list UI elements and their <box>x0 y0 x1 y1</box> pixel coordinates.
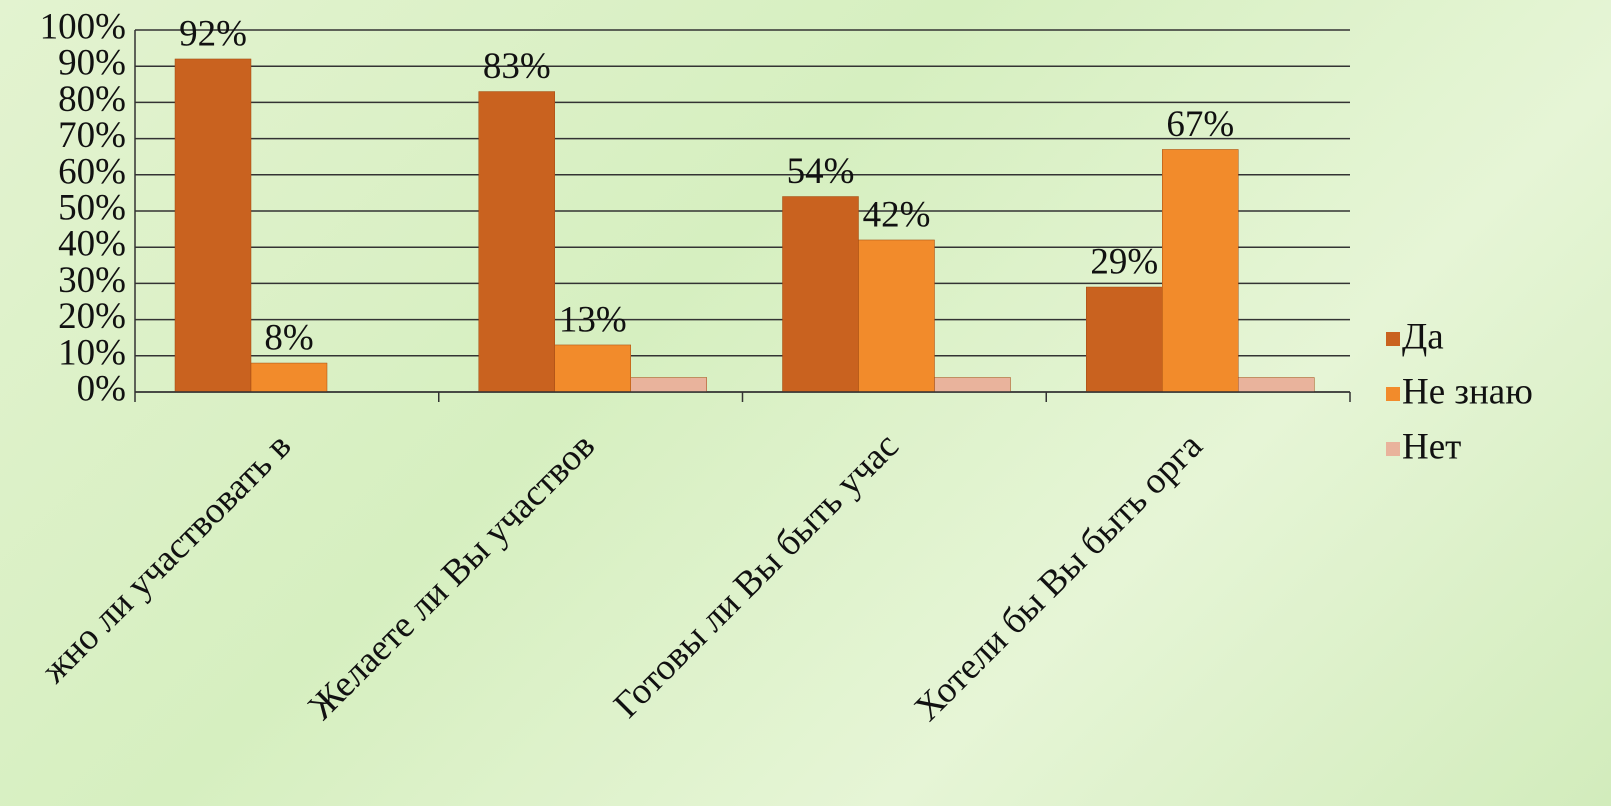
data-label: 92% <box>179 13 247 54</box>
data-label: 42% <box>863 194 931 235</box>
legend-label: Не знаю <box>1402 371 1533 412</box>
legend-swatch <box>1386 442 1400 456</box>
y-tick-label: 70% <box>58 115 126 156</box>
y-tick-label: 10% <box>58 332 126 373</box>
y-tick-label: 0% <box>77 368 126 409</box>
y-tick-label: 50% <box>58 187 126 228</box>
bar <box>554 344 631 393</box>
legend-swatch <box>1386 332 1400 346</box>
bar <box>934 377 1011 393</box>
y-tick-label: 30% <box>58 260 126 301</box>
bar <box>858 239 935 393</box>
y-tick-label: 80% <box>58 79 126 120</box>
bar <box>1086 286 1163 393</box>
bar <box>250 362 328 393</box>
legend-label: Нет <box>1402 426 1461 467</box>
legend-swatch <box>1386 387 1400 401</box>
legend-label: Да <box>1402 316 1444 357</box>
data-label: 29% <box>1090 242 1158 283</box>
bar <box>174 58 252 393</box>
data-label: 83% <box>483 46 551 87</box>
y-tick-label: 90% <box>58 43 126 84</box>
bar <box>1238 377 1315 393</box>
y-tick-label: 40% <box>58 224 126 265</box>
data-label: 54% <box>787 151 855 192</box>
x-tick-label: жно ли участвовать в <box>33 425 299 691</box>
data-label: 67% <box>1166 104 1234 145</box>
bar <box>1162 149 1239 393</box>
y-tick-label: 60% <box>58 151 126 192</box>
bar <box>782 196 859 393</box>
data-label: 13% <box>559 299 627 340</box>
y-tick-label: 20% <box>58 296 126 337</box>
x-tick-label: Желаете ли Вы участвов <box>301 425 603 727</box>
data-label: 8% <box>264 318 313 359</box>
bar <box>630 377 707 393</box>
y-tick-label: 100% <box>40 6 126 47</box>
x-tick-label: Хотели бы Вы быть орга <box>907 425 1211 729</box>
x-tick-label: Готовы ли Вы быть учас <box>606 425 907 726</box>
bar <box>478 91 555 393</box>
